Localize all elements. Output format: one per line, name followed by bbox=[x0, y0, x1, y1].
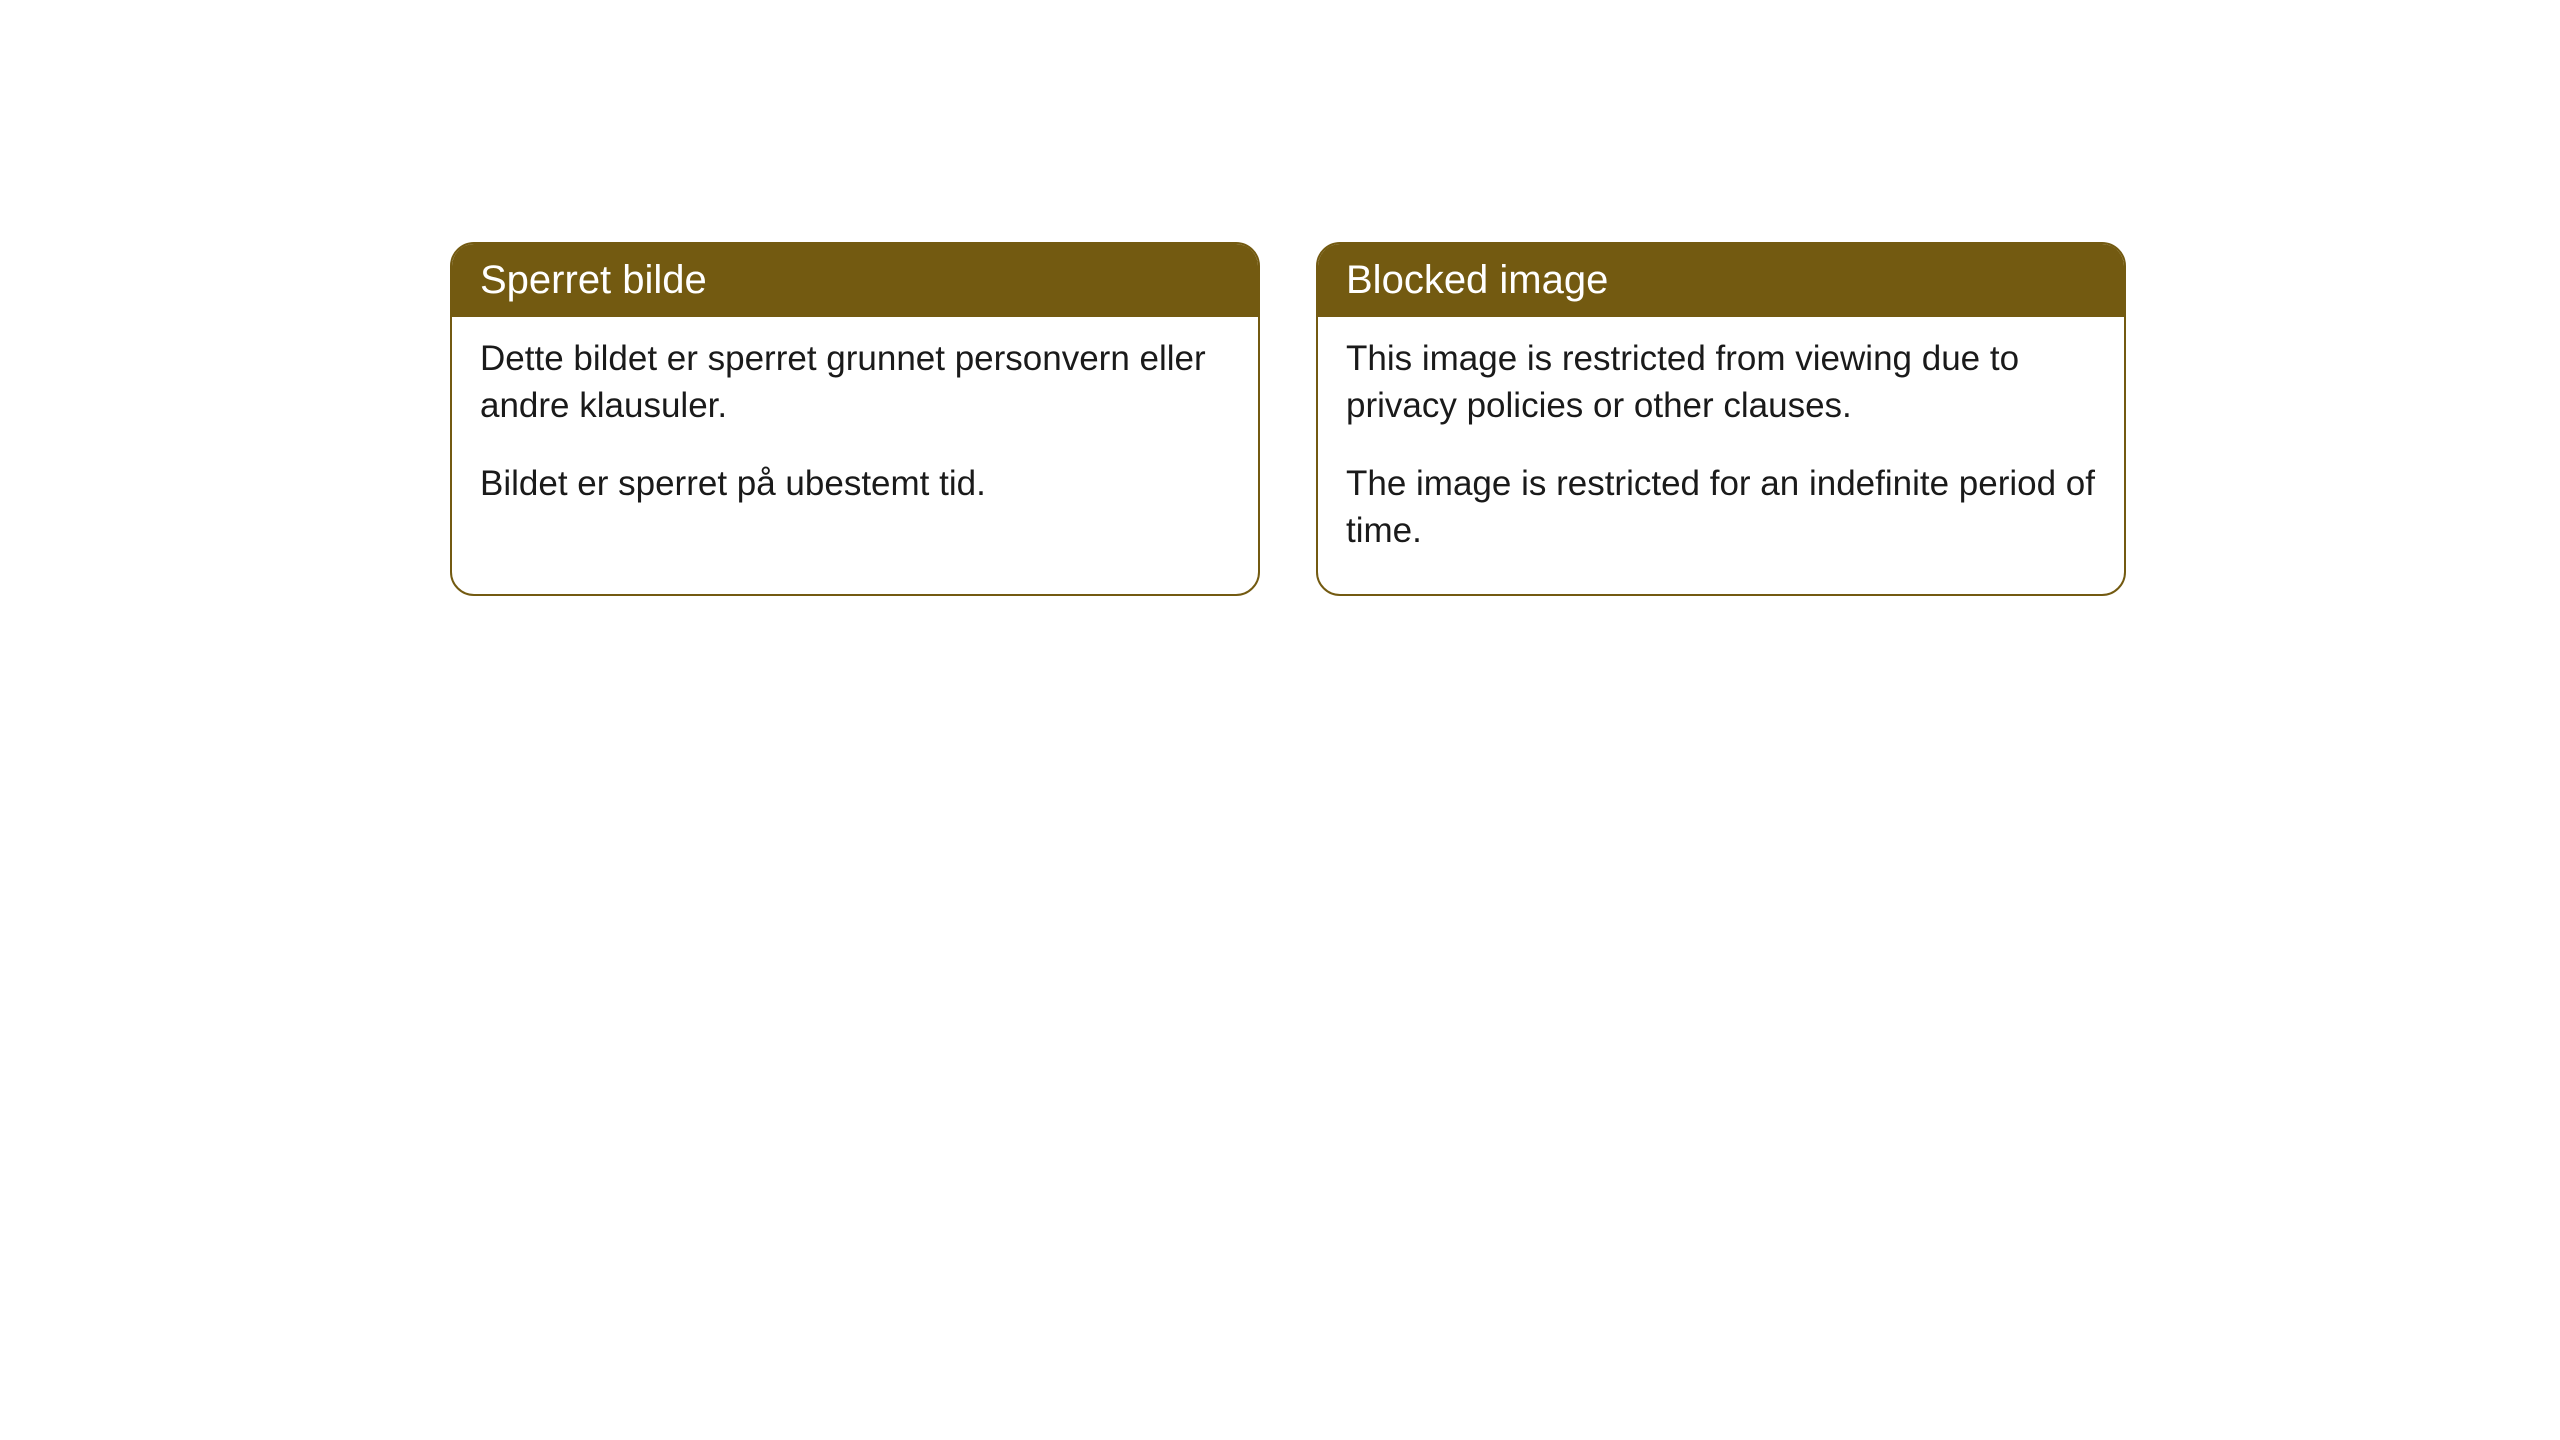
card-body: Dette bildet er sperret grunnet personve… bbox=[452, 317, 1258, 547]
card-paragraph-2: Bildet er sperret på ubestemt tid. bbox=[480, 460, 1230, 507]
card-title: Blocked image bbox=[1346, 258, 1608, 302]
card-paragraph-1: Dette bildet er sperret grunnet personve… bbox=[480, 335, 1230, 430]
card-paragraph-2: The image is restricted for an indefinit… bbox=[1346, 460, 2096, 555]
card-header: Blocked image bbox=[1318, 244, 2124, 317]
card-paragraph-1: This image is restricted from viewing du… bbox=[1346, 335, 2096, 430]
blocked-image-card-norwegian: Sperret bilde Dette bildet er sperret gr… bbox=[450, 242, 1260, 596]
card-title: Sperret bilde bbox=[480, 258, 707, 302]
cards-container: Sperret bilde Dette bildet er sperret gr… bbox=[450, 242, 2126, 596]
card-header: Sperret bilde bbox=[452, 244, 1258, 317]
card-body: This image is restricted from viewing du… bbox=[1318, 317, 2124, 594]
blocked-image-card-english: Blocked image This image is restricted f… bbox=[1316, 242, 2126, 596]
